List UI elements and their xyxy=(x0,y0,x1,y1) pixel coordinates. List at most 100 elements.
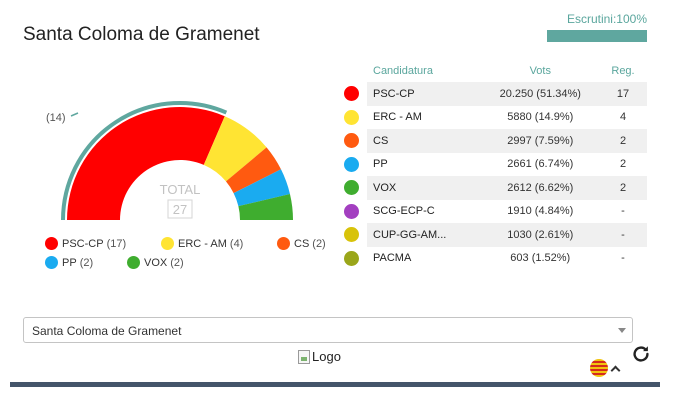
party-color-cell xyxy=(336,223,367,247)
party-votes: 2661 (6.74%) xyxy=(507,158,574,171)
total-label: TOTAL xyxy=(160,182,201,197)
party-seats: - xyxy=(621,252,625,265)
legend-item: VOX (2) xyxy=(127,256,217,269)
page-title: Santa Coloma de Gramenet xyxy=(23,24,260,45)
party-color-dot xyxy=(344,156,359,172)
catalan-flag-icon xyxy=(590,359,608,377)
party-color-cell xyxy=(336,200,367,224)
party-seats: - xyxy=(599,223,647,247)
party-color-cell xyxy=(336,82,367,106)
legend-dot xyxy=(161,237,174,250)
logo-alt-text: Logo xyxy=(312,349,341,364)
table-row: CS 2997 (7.59%) 2 xyxy=(336,129,647,153)
legend-label: CS xyxy=(294,237,310,250)
legend-seats: (2) xyxy=(170,256,184,269)
party-color-dot xyxy=(344,227,359,243)
party-color-cell xyxy=(336,153,367,177)
scrutiny-progress-fill xyxy=(547,30,647,42)
party-color-dot xyxy=(344,109,359,125)
table-row: CUP-GG-AM... 1030 (2.61%) - xyxy=(336,223,647,247)
party-color-cell xyxy=(336,106,367,130)
seats-legend: PSC-CP (17) ERC - AM (4) CS (2) PP (2) VOX (2) xyxy=(45,237,335,275)
legend-dot xyxy=(277,237,290,250)
hemicycle-segment-pp xyxy=(233,169,290,207)
results-header-row: Candidatura Vots Reg. xyxy=(336,60,647,82)
party-name: VOX xyxy=(367,176,482,200)
party-color-dot xyxy=(344,133,359,149)
majority-marker-label: (14) xyxy=(46,112,66,124)
header-votes: Vots xyxy=(529,65,551,77)
party-color-cell xyxy=(336,176,367,200)
party-name: SCG-ECP-C xyxy=(373,205,435,218)
party-votes: 20.250 (51.34%) xyxy=(481,82,599,106)
hemicycle-segment-cs xyxy=(225,147,281,194)
refresh-icon[interactable] xyxy=(630,343,652,365)
hemicycle-segment-psc-cp xyxy=(67,107,225,220)
table-row: SCG-ECP-C 1910 (4.84%) - xyxy=(336,200,647,224)
language-toggle[interactable] xyxy=(590,359,621,377)
table-row: PACMA 603 (1.52%) - xyxy=(336,247,647,271)
party-name: PSC-CP xyxy=(367,82,482,106)
hemicycle-segment-vox xyxy=(238,193,293,220)
legend-seats: (17) xyxy=(106,237,127,250)
scrutiny-label: Escrutini:100% xyxy=(566,12,647,26)
party-seats: 17 xyxy=(599,82,647,106)
results-table: Candidatura Vots Reg. PSC-CP 20.250 (51.3… xyxy=(336,60,647,270)
party-seats: 4 xyxy=(619,111,627,124)
legend-dot xyxy=(45,237,58,250)
party-seats: 2 xyxy=(599,129,647,153)
chevron-up-icon xyxy=(610,365,621,375)
broken-image-icon xyxy=(298,349,310,364)
table-row: PP 2661 (6.74%) 2 xyxy=(336,153,647,177)
hemicycle-chart: (14) TOTAL 27 xyxy=(46,101,293,221)
legend-dot xyxy=(45,256,58,269)
total-seats: 27 xyxy=(173,202,187,217)
majority-arc xyxy=(61,101,228,221)
majority-marker-line xyxy=(70,112,79,117)
scrutiny-status: Escrutini:100% xyxy=(547,12,647,42)
legend-label: VOX xyxy=(144,256,168,269)
legend-item: PSC-CP (17) xyxy=(45,237,161,250)
legend-seats: (4) xyxy=(229,237,244,250)
party-name: PACMA xyxy=(373,252,412,265)
party-name: CS xyxy=(367,129,482,153)
legend-label: ERC - AM xyxy=(178,237,227,250)
legend-seats: (2) xyxy=(79,256,94,269)
party-color-dot xyxy=(344,203,359,219)
party-seats: 2 xyxy=(619,158,627,171)
party-seats: - xyxy=(621,205,625,218)
legend-dot xyxy=(127,256,140,269)
legend-item: ERC - AM (4) xyxy=(161,237,277,250)
legend-label: PSC-CP xyxy=(62,237,104,250)
municipality-select[interactable]: Santa Coloma de Gramenet xyxy=(23,317,633,343)
party-color-dot xyxy=(344,180,359,196)
party-votes: 2997 (7.59%) xyxy=(481,129,599,153)
scrutiny-progress-bar xyxy=(547,30,647,42)
party-name: PP xyxy=(373,158,388,171)
footer-bar xyxy=(10,382,660,387)
table-row: PSC-CP 20.250 (51.34%) 17 xyxy=(336,82,647,106)
party-color-dot xyxy=(344,86,359,102)
logo: Logo xyxy=(298,349,341,364)
dropdown-arrow-icon xyxy=(618,328,626,333)
party-votes: 1910 (4.84%) xyxy=(507,205,574,218)
party-votes: 5880 (14.9%) xyxy=(507,111,574,124)
legend-seats: (2) xyxy=(312,237,326,250)
header-seats: Reg. xyxy=(611,65,635,77)
party-color-cell xyxy=(336,247,367,271)
party-color-dot xyxy=(344,250,359,266)
party-votes: 1030 (2.61%) xyxy=(481,223,599,247)
party-name: CUP-GG-AM... xyxy=(367,223,482,247)
legend-label: PP xyxy=(62,256,77,269)
party-seats: 2 xyxy=(599,176,647,200)
party-name: ERC - AM xyxy=(373,111,422,124)
legend-item: CS (2) xyxy=(277,237,335,250)
table-row: ERC - AM 5880 (14.9%) 4 xyxy=(336,106,647,130)
municipality-select-value: Santa Coloma de Gramenet xyxy=(32,324,182,338)
party-votes: 603 (1.52%) xyxy=(510,252,571,265)
party-color-cell xyxy=(336,129,367,153)
legend-item: PP (2) xyxy=(45,256,127,269)
party-votes: 2612 (6.62%) xyxy=(481,176,599,200)
total-box xyxy=(167,199,193,219)
header-candidacy: Candidatura xyxy=(373,65,433,77)
